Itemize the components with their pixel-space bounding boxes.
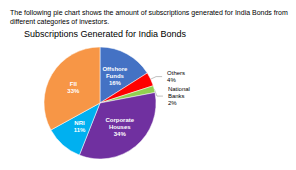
svg-text:different categories of invest: different categories of investors. xyxy=(10,18,109,26)
svg-text:33%: 33% xyxy=(67,88,80,94)
svg-text:16%: 16% xyxy=(109,80,122,86)
svg-text:Houses: Houses xyxy=(109,124,131,130)
svg-text:Offshore: Offshore xyxy=(102,66,128,72)
svg-text:2%: 2% xyxy=(168,100,177,106)
svg-text:Banks: Banks xyxy=(168,93,185,99)
svg-text:11%: 11% xyxy=(74,127,86,133)
svg-text:Funds: Funds xyxy=(106,73,125,79)
svg-text:34%: 34% xyxy=(114,131,127,137)
svg-text:The following pie chart shows: The following pie chart shows the amount… xyxy=(10,9,290,17)
svg-text:Corporate: Corporate xyxy=(105,117,134,123)
svg-text:FII: FII xyxy=(70,81,77,87)
svg-text:NRI: NRI xyxy=(74,120,85,126)
svg-text:Subscriptions Generated for In: Subscriptions Generated for India Bonds xyxy=(24,29,187,39)
svg-text:4%: 4% xyxy=(167,77,176,83)
svg-text:Others: Others xyxy=(167,70,185,76)
svg-text:National: National xyxy=(168,86,190,92)
